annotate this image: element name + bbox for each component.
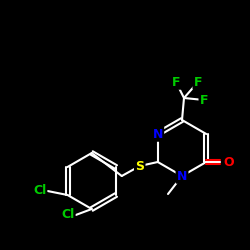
- Text: N: N: [177, 170, 187, 182]
- Text: Cl: Cl: [61, 208, 74, 222]
- Text: F: F: [194, 76, 202, 88]
- Text: F: F: [200, 94, 208, 106]
- Text: F: F: [172, 76, 180, 88]
- Text: N: N: [152, 128, 163, 140]
- Text: O: O: [223, 156, 234, 168]
- Text: S: S: [135, 160, 144, 172]
- Text: Cl: Cl: [33, 184, 46, 198]
